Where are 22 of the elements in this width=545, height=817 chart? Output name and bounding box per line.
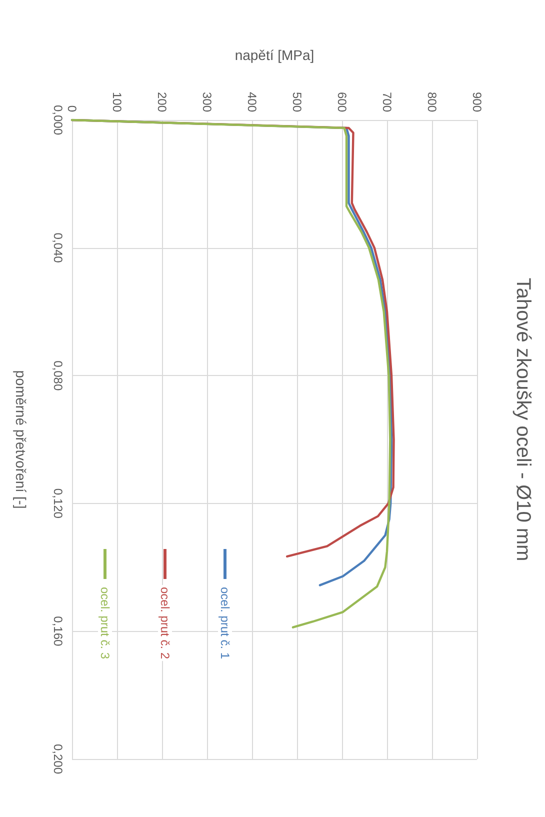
text: ocel. prut č. 3 bbox=[98, 587, 112, 660]
y-tick-label: 0,000 bbox=[51, 104, 65, 136]
x-tick-label: 200 bbox=[155, 92, 169, 112]
x-tick-label: 300 bbox=[200, 92, 214, 112]
text: ocel. prut č. 2 bbox=[158, 587, 172, 660]
x-tick-label: 800 bbox=[425, 92, 439, 112]
x-tick-label: 900 bbox=[470, 92, 484, 112]
x-tick-label: 600 bbox=[335, 92, 349, 112]
y-tick-label: 0,200 bbox=[51, 744, 65, 774]
x-tick-label: 400 bbox=[245, 92, 259, 112]
y-tick-label: 0,160 bbox=[51, 616, 65, 647]
x-tick-label: 0 bbox=[65, 105, 79, 112]
y-tick-label: 0,040 bbox=[51, 232, 65, 264]
y-tick-label: 0,120 bbox=[51, 488, 65, 519]
x-tick-label: 100 bbox=[110, 92, 124, 112]
text: Tahové zkoušky oceli - Ø10 mm bbox=[512, 278, 534, 562]
y-axis-title: poměrné přetvoření [-] bbox=[13, 370, 29, 509]
text: ocel. prut č. 1 bbox=[218, 587, 232, 660]
y-tick-label: 0,080 bbox=[51, 360, 65, 391]
x-tick-label: 500 bbox=[290, 92, 304, 112]
x-axis-title: napětí [MPa] bbox=[234, 47, 314, 63]
x-tick-label: 700 bbox=[380, 92, 394, 112]
